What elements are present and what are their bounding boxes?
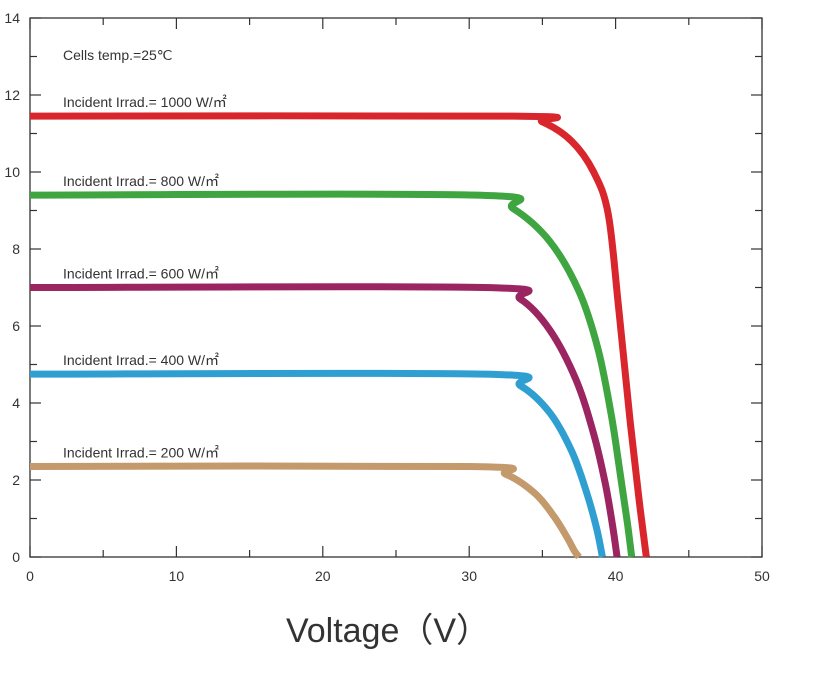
y-tick-label: 10	[4, 164, 20, 180]
x-tick-label: 10	[169, 568, 185, 584]
y-tick-label: 6	[12, 318, 20, 334]
y-tick-label: 2	[12, 472, 20, 488]
series-labels: Incident Irrad.= 1000 W/㎡ Incident Irrad.…	[63, 94, 227, 460]
y-tick-label: 4	[12, 395, 20, 411]
x-tick-label: 0	[26, 568, 34, 584]
series-line-0	[29, 112, 650, 558]
y-tick-label: 14	[4, 10, 20, 26]
series-line-4	[29, 462, 582, 560]
series-line-3	[29, 369, 606, 558]
y-tick-label: 0	[12, 549, 20, 565]
series-line-1	[29, 190, 636, 558]
series-label-4: Incident Irrad.= 200 W/㎡	[63, 445, 219, 461]
x-axis-title: Voltage（V）	[286, 612, 490, 650]
y-tick-label: 12	[4, 87, 20, 103]
x-tick-label: 30	[461, 568, 477, 584]
series-lines	[29, 112, 650, 560]
cells-temp-annotation: Cells temp.=25℃	[63, 47, 173, 63]
series-label-1: Incident Irrad.= 800 W/㎡	[63, 173, 219, 189]
series-line-2	[29, 283, 621, 558]
x-tick-label: 50	[754, 568, 770, 584]
series-label-2: Incident Irrad.= 600 W/㎡	[63, 266, 219, 282]
y-tick-label: 8	[12, 241, 20, 257]
x-tick-label: 20	[315, 568, 331, 584]
x-tick-label: 40	[608, 568, 624, 584]
series-label-0: Incident Irrad.= 1000 W/㎡	[63, 94, 227, 110]
axis-tick-labels: 0 10 20 30 40 50 0 2 4 6 8 10 12 14	[4, 10, 770, 584]
series-label-3: Incident Irrad.= 400 W/㎡	[63, 352, 219, 368]
